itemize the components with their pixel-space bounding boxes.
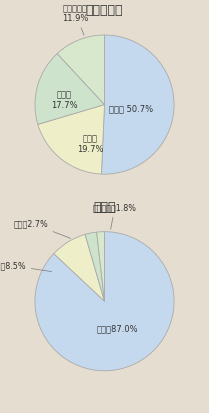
Wedge shape	[101, 36, 174, 175]
Wedge shape	[97, 232, 104, 301]
Text: ３人組2.7%: ３人組2.7%	[14, 219, 71, 239]
Title: 来日外国人: 来日外国人	[86, 5, 123, 17]
Text: ２人組
19.7%: ２人組 19.7%	[77, 134, 104, 153]
Wedge shape	[54, 235, 104, 301]
Text: 単独犯 50.7%: 単独犯 50.7%	[109, 104, 153, 113]
Text: ３人組
17.7%: ３人組 17.7%	[51, 90, 78, 109]
Wedge shape	[57, 36, 104, 105]
Text: ４人組以上1.8%: ４人組以上1.8%	[93, 203, 137, 230]
Text: 単独犯87.0%: 単独犯87.0%	[96, 323, 138, 332]
Wedge shape	[35, 232, 174, 371]
Text: ２人組8.5%: ２人組8.5%	[0, 261, 52, 272]
Wedge shape	[85, 233, 104, 301]
Title: 日本人: 日本人	[93, 201, 116, 214]
Wedge shape	[35, 55, 104, 125]
Wedge shape	[38, 105, 104, 175]
Text: ４人組以上
11.9%: ４人組以上 11.9%	[62, 4, 88, 36]
